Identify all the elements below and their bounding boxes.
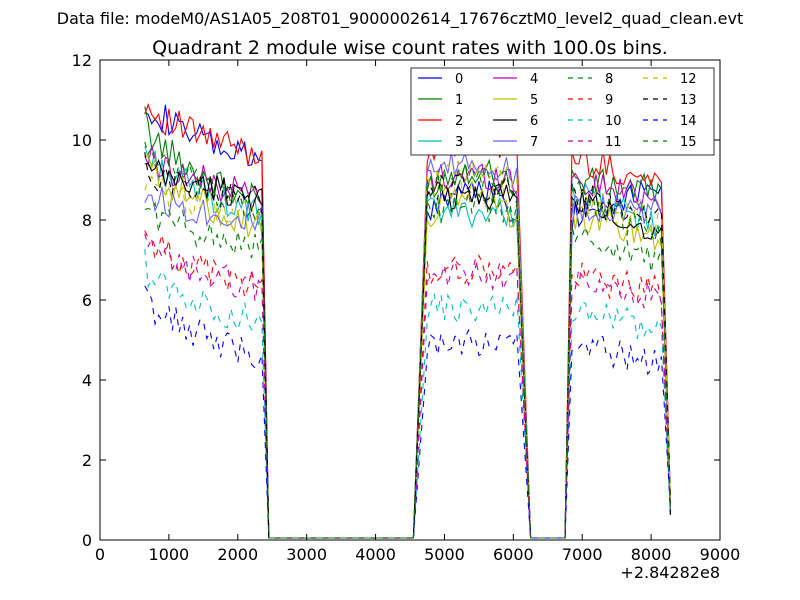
x-tick-label: 5000 xyxy=(424,545,465,564)
x-tick-label: 2000 xyxy=(217,545,258,564)
y-tick-label: 6 xyxy=(82,291,92,310)
legend-label-14: 14 xyxy=(680,114,697,129)
x-tick-label: 3000 xyxy=(286,545,327,564)
figure-suptitle: Data file: modeM0/AS1A05_208T01_90000026… xyxy=(57,9,743,29)
chart-title: Quadrant 2 module wise count rates with … xyxy=(152,37,668,59)
legend-label-8: 8 xyxy=(605,72,613,87)
y-tick-label: 4 xyxy=(82,371,92,390)
legend-label-9: 9 xyxy=(605,93,613,108)
legend-label-1: 1 xyxy=(455,93,463,108)
series-line-14 xyxy=(144,285,671,539)
x-tick-label: 7000 xyxy=(562,545,603,564)
y-tick-label: 8 xyxy=(82,211,92,230)
series-line-7 xyxy=(144,151,671,539)
y-tick-label: 0 xyxy=(82,531,92,550)
series-lines xyxy=(144,103,671,539)
x-tick-label: 8000 xyxy=(631,545,672,564)
legend-label-13: 13 xyxy=(680,93,697,108)
axis-ticks xyxy=(99,59,721,541)
y-tick-label: 2 xyxy=(82,451,92,470)
y-tick-label: 12 xyxy=(72,51,92,70)
x-tick-label: 1000 xyxy=(149,545,190,564)
y-axis-tick-labels: 0 2 4 6 8 10 12 xyxy=(72,51,92,550)
x-tick-label: 6000 xyxy=(493,545,534,564)
legend-label-5: 5 xyxy=(530,93,538,108)
legend-label-15: 15 xyxy=(680,135,697,150)
series-line-9 xyxy=(144,230,671,539)
legend-label-7: 7 xyxy=(530,135,538,150)
y-tick-label: 10 xyxy=(72,131,92,150)
x-axis-tick-labels: 0 1000 2000 3000 4000 5000 6000 7000 8000 9000 xyxy=(95,545,740,564)
legend-label-3: 3 xyxy=(455,135,463,150)
x-axis-offset-label: +2.84282e8 xyxy=(620,563,720,582)
legend-label-2: 2 xyxy=(455,114,463,129)
series-line-5 xyxy=(144,153,671,539)
x-tick-label: 9000 xyxy=(700,545,741,564)
series-line-13 xyxy=(144,152,671,539)
legend-label-0: 0 xyxy=(455,72,463,87)
x-tick-label: 0 xyxy=(95,545,105,564)
series-line-15 xyxy=(144,141,671,539)
legend-label-10: 10 xyxy=(605,114,622,129)
legend-label-12: 12 xyxy=(680,72,697,87)
legend-label-11: 11 xyxy=(605,135,622,150)
series-line-11 xyxy=(144,233,671,539)
x-tick-label: 4000 xyxy=(355,545,396,564)
series-line-8 xyxy=(144,192,671,539)
legend-label-6: 6 xyxy=(530,114,538,129)
legend-label-4: 4 xyxy=(530,72,538,87)
